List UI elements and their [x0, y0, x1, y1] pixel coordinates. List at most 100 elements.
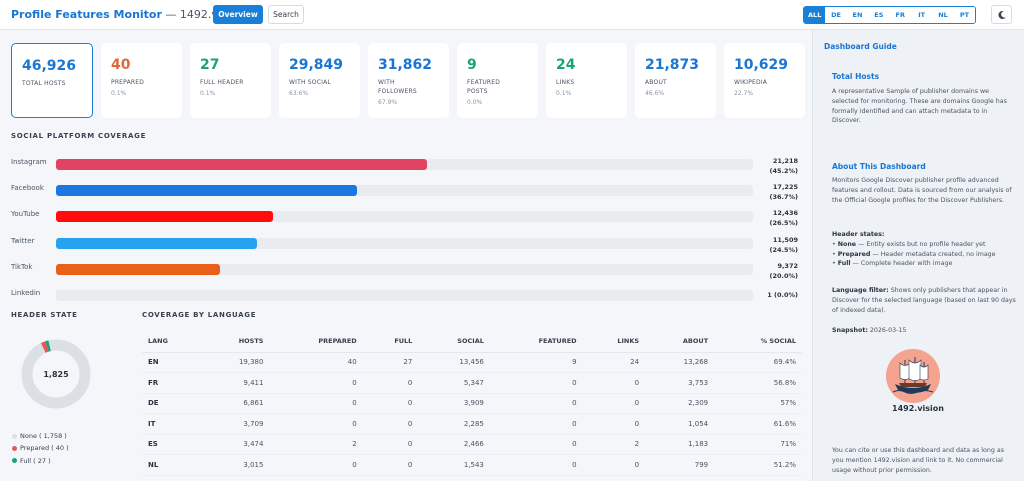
platform-count: 21,218 — [772, 157, 798, 165]
column-header-featured[interactable]: FEATURED — [489, 331, 583, 353]
platform-value: 11,509 (24.5%) — [753, 235, 799, 255]
title-separator: — — [161, 8, 180, 21]
legend-dot — [12, 458, 17, 464]
table-row: IT 3,709 0 0 2,285 0 0 1,054 61.6% — [142, 413, 802, 435]
table-cell: 9 — [489, 352, 583, 373]
stat-card-links[interactable]: 24 LINKS 0.1% — [546, 43, 627, 118]
stat-value: 29,849 — [289, 57, 344, 73]
lang-option-de[interactable]: DE — [825, 7, 847, 23]
stat-card-about[interactable]: 21,873 ABOUT 46.6% — [635, 43, 716, 118]
table-cell: 0 — [582, 413, 646, 435]
legend-dot — [12, 433, 17, 439]
theme-toggle-button[interactable] — [991, 5, 1012, 24]
stat-percent: 22.7% — [734, 90, 754, 97]
state-full-label: Full — [837, 260, 851, 268]
state-prepared-label: Prepared — [837, 250, 871, 258]
app-title-text: Profile Features Monitor — [11, 8, 162, 21]
guide-about-heading: About This Dashboard — [832, 162, 926, 171]
table-cell: 13,268 — [645, 352, 715, 373]
table-cell: 0 — [362, 413, 419, 435]
table-row: NL 3,015 0 0 1,543 0 0 799 51.2% — [142, 454, 802, 476]
lang-option-en[interactable]: EN — [846, 7, 869, 23]
column-header-social[interactable]: % SOCIAL — [714, 331, 802, 353]
social-row-youtube: YouTube 12,436 (26.5%) — [11, 208, 801, 227]
column-header-prepared[interactable]: PREPARED — [269, 331, 363, 353]
table-cell: 0 — [489, 454, 583, 476]
table-cell: 2 — [269, 434, 363, 455]
guide-header-states: Header states: • None — Entity exists bu… — [832, 231, 996, 268]
stat-percent: 63.6% — [289, 90, 309, 97]
state-prepared-text: — Header metadata created, no image — [870, 250, 996, 258]
stat-card-full-header[interactable]: 27 FULL HEADER 0.1% — [190, 43, 271, 118]
platform-name: Instagram — [11, 158, 47, 166]
lang-filter-label: Language filter: — [832, 287, 889, 294]
column-header-about[interactable]: ABOUT — [645, 331, 715, 353]
lang-option-all[interactable]: ALL — [804, 7, 826, 23]
table-row: DE 6,861 0 0 3,909 0 0 2,309 57% — [142, 393, 802, 414]
table-cell: 3,709 — [201, 413, 270, 435]
table-cell: 0 — [582, 475, 646, 481]
stat-card-prepared[interactable]: 40 PREPARED 0.1% — [101, 43, 182, 118]
stat-card-featured-posts[interactable]: 9 FEATURED POSTS 0.0% — [457, 43, 538, 118]
guide-total-hosts-text: A representative Sample of publisher dom… — [832, 88, 1007, 125]
top-bar: Profile Features Monitor — 1492.vision O… — [0, 0, 1024, 30]
lang-option-it[interactable]: IT — [910, 7, 933, 23]
legend-label: Full ( 27 ) — [20, 456, 51, 465]
platform-value: 1 (0.0%) — [753, 290, 798, 300]
platform-count: 17,225 — [772, 183, 798, 192]
legend-label: None ( 1,758 ) — [20, 432, 67, 440]
column-header-lang[interactable]: LANG — [142, 331, 202, 353]
state-none-text: — Entity exists but no profile header ye… — [856, 240, 986, 248]
platform-name: Facebook — [11, 184, 44, 193]
table-cell: 24 — [582, 352, 646, 373]
stat-card-with-followers[interactable]: 31,862 WITH FOLLOWERS 67.9% — [368, 43, 449, 118]
search-button[interactable]: Search — [268, 5, 304, 24]
state-none-label: None — [837, 240, 857, 248]
table-cell: 57% — [714, 393, 802, 414]
lang-option-pt[interactable]: PT — [953, 7, 976, 23]
table-cell: 1,260 — [418, 475, 490, 481]
stat-card-with-social[interactable]: 29,849 WITH SOCIAL 63.6% — [279, 43, 360, 118]
stat-card-wikipedia[interactable]: 10,629 WIKIPEDIA 22.7% — [724, 43, 805, 118]
overview-button[interactable]: Overview — [213, 5, 263, 24]
platform-count: 1 (0.0%) — [767, 291, 798, 299]
dashboard-guide-panel: Dashboard Guide Total Hosts A representa… — [812, 30, 1024, 481]
table-cell: 5,347 — [418, 372, 490, 394]
column-header-hosts[interactable]: HOSTS — [201, 331, 270, 353]
coverage-by-language-title: COVERAGE BY LANGUAGE — [142, 311, 257, 319]
stat-percent: 46.6% — [645, 90, 665, 97]
lang-option-nl[interactable]: NL — [932, 7, 954, 23]
platform-count: 11,509 — [772, 235, 798, 244]
column-header-social[interactable]: SOCIAL — [418, 331, 490, 353]
lang-option-es[interactable]: ES — [868, 7, 890, 23]
platform-pct: (45.2%) — [769, 167, 799, 176]
platform-bar-fill — [56, 185, 358, 197]
table-cell: 0 — [489, 434, 583, 455]
table-cell: IT — [142, 413, 202, 435]
platform-value: 17,225 (36.7%) — [753, 182, 799, 202]
table-cell: 2,285 — [418, 413, 490, 435]
table-cell: 1,054 — [645, 413, 715, 435]
stat-percent: 0.1% — [556, 90, 572, 97]
app-title: Profile Features Monitor — 1492.vision — [11, 8, 243, 21]
lang-option-fr[interactable]: FR — [889, 7, 911, 23]
stat-cards: 46,926 TOTAL HOSTS 40 PREPARED 0.1% 27 FULL HE… — [11, 43, 805, 118]
stat-percent: 0.1% — [200, 90, 216, 97]
platform-count: 9,372 — [777, 261, 798, 270]
table-cell: 71% — [714, 434, 802, 455]
stat-card-total-hosts[interactable]: 46,926 TOTAL HOSTS — [11, 43, 93, 118]
legend-label: Prepared ( 40 ) — [20, 444, 69, 453]
social-row-tiktok: TikTok 9,372 (20.0%) — [11, 261, 801, 280]
platform-bar-fill — [56, 159, 427, 170]
table-row: ES 3,474 2 0 2,466 0 2 1,183 71% — [142, 434, 802, 455]
table-cell: 13,456 — [418, 352, 490, 373]
table-cell: FR — [142, 372, 202, 394]
table-cell: 71.9% — [714, 475, 802, 481]
stat-percent: 0.0% — [467, 99, 483, 106]
table-cell: 2 — [582, 434, 646, 455]
table-cell: PT — [142, 475, 202, 481]
table-cell: 61.6% — [714, 413, 802, 435]
column-header-links[interactable]: LINKS — [582, 331, 646, 353]
social-coverage-title: SOCIAL PLATFORM COVERAGE — [11, 132, 147, 140]
column-header-full[interactable]: FULL — [362, 331, 419, 353]
